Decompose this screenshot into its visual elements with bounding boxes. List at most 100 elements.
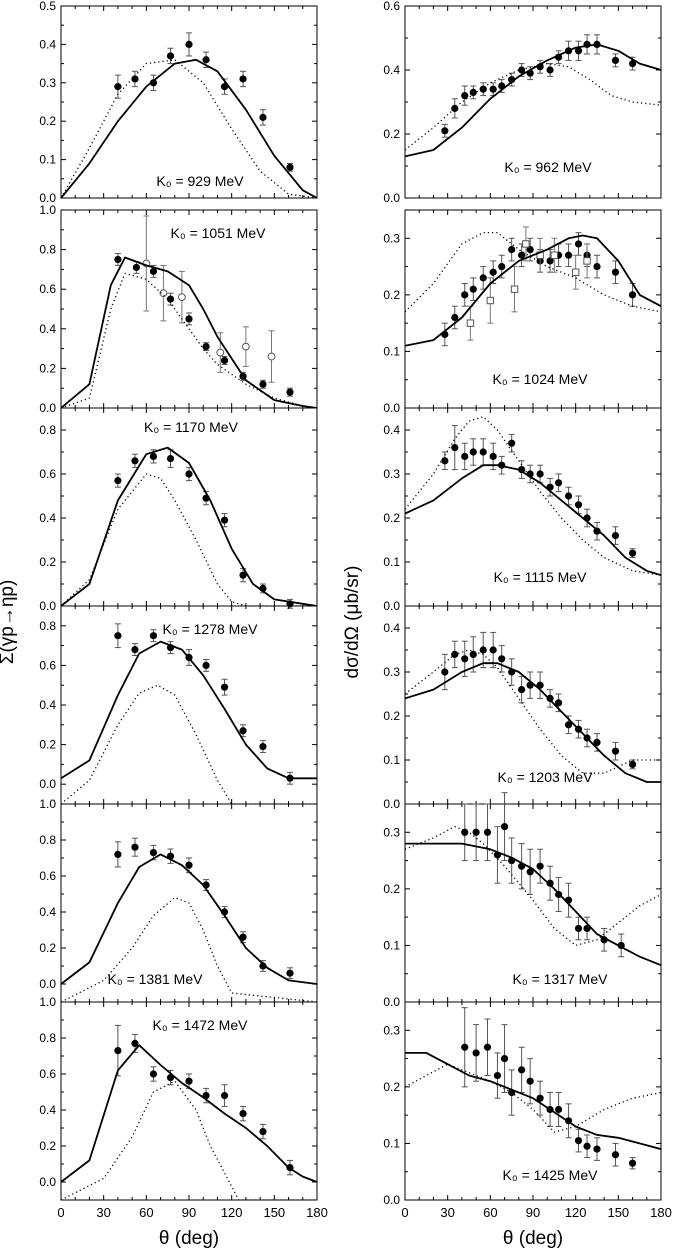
data-point — [555, 1105, 563, 1114]
y-tick-label: 0.1 — [39, 153, 56, 167]
panel-right-0: 0.0 0.2 0.4 0.6 K₀ = 962 MeV — [383, 0, 662, 205]
data-point — [526, 868, 534, 876]
data-point — [461, 92, 469, 100]
data-point-open — [466, 319, 475, 327]
y-tick-label: 0.0 — [383, 1193, 400, 1207]
y-tick-label: 0.1 — [383, 1136, 400, 1150]
data-point — [166, 455, 175, 463]
data-point — [220, 1092, 229, 1100]
y-tick-label: 0.2 — [383, 882, 400, 896]
panel-right-5: 0.0 0.1 0.2 0.3 0 30 60 90 120 150 180 K₀ = 1425 Me… — [383, 1001, 672, 1220]
energy-label: K₀ = 1317 MeV — [513, 971, 609, 987]
x-tick-label: 180 — [650, 1205, 672, 1220]
model-curve-solid — [61, 58, 317, 198]
y-tick-label: 0.4 — [39, 322, 56, 336]
y-tick-label: 0.0 — [39, 1175, 56, 1189]
y-tick-label: 0.0 — [39, 191, 56, 205]
data-point — [149, 79, 158, 87]
model-curve-solid — [61, 640, 317, 780]
data-point-open — [177, 293, 186, 302]
x-tick-label: 120 — [221, 1205, 243, 1220]
data-point — [593, 262, 601, 271]
data-point — [564, 251, 573, 259]
model-curve-dotted — [61, 684, 317, 804]
data-point — [469, 650, 477, 659]
data-point — [611, 268, 620, 276]
data-point — [611, 747, 620, 755]
data-point-open — [550, 251, 559, 259]
data-point — [536, 470, 544, 478]
panel-right-4: 0.0 0.1 0.2 0.3 K₀ = 1317 MeV — [383, 792, 662, 1009]
data-point — [239, 933, 247, 941]
data-point — [469, 448, 477, 456]
data-point — [489, 452, 497, 460]
data-point — [555, 479, 563, 487]
data-point — [526, 1077, 534, 1085]
data-point — [593, 1145, 601, 1153]
data-point — [149, 849, 158, 857]
panel-left-2: 0.0 0.2 0.4 0.6 0.8 K₀ = 1170 MeV — [39, 407, 318, 613]
panel-left-3: 0.0 0.2 0.4 0.6 0.8 K₀ = 1278 MeV — [39, 605, 318, 805]
left-y-axis-label: Σ(γp→ηp) — [0, 580, 18, 665]
data-point — [574, 240, 583, 248]
data-point — [500, 823, 509, 831]
y-tick-label: 0.2 — [383, 511, 400, 525]
data-point — [259, 1128, 267, 1136]
data-point — [202, 56, 210, 64]
data-point-open — [216, 348, 225, 357]
y-tick-label: 0.0 — [39, 401, 56, 415]
y-tick-label: 0.2 — [383, 288, 400, 302]
y-tick-label: 0.4 — [39, 1103, 56, 1117]
data-point — [469, 285, 477, 293]
model-curve-dotted — [61, 1080, 317, 1200]
data-point — [185, 1077, 193, 1085]
data-point — [239, 1110, 247, 1118]
data-point — [132, 263, 140, 272]
panel-frame — [60, 407, 318, 607]
energy-label: K₀ = 1024 MeV — [493, 371, 589, 387]
y-tick-label: 0.2 — [383, 709, 400, 723]
model-curve-dotted — [61, 59, 317, 198]
panel-left-1: 0.0 0.2 0.4 0.6 0.8 1.0 K₀ = 1051 MeV — [39, 203, 318, 415]
data-point — [149, 452, 158, 460]
x-tick-label: 30 — [440, 1205, 454, 1220]
data-point — [441, 127, 449, 135]
data-point — [472, 1049, 480, 1057]
x-tick-label: 150 — [607, 1205, 629, 1220]
data-point-open — [159, 289, 168, 298]
panel-left-5: 0.0 0.2 0.4 0.6 0.8 1.0 0 30 60 90 120 150 180 K₀ = 1… — [39, 995, 328, 1220]
data-point — [518, 686, 526, 694]
y-tick-label: 0.8 — [39, 423, 56, 437]
model-curve-solid — [405, 1052, 661, 1150]
data-point — [574, 1137, 583, 1145]
left-x-axis-label: θ (deg) — [159, 1228, 219, 1249]
data-point — [114, 83, 122, 91]
model-curve-dotted — [405, 62, 661, 151]
model-curve-solid — [405, 234, 661, 347]
x-tick-label: 180 — [306, 1205, 328, 1220]
data-point — [628, 291, 637, 299]
model-curve-solid — [405, 464, 661, 577]
y-tick-label: 0.4 — [383, 423, 400, 437]
data-point — [259, 742, 267, 751]
data-point — [149, 1070, 158, 1078]
data-point — [526, 246, 534, 254]
model-curve-dotted — [405, 825, 661, 947]
model-curve-dotted — [61, 473, 317, 606]
panel-left-0: 0.0 0.1 0.2 0.3 0.4 0.5 K₀ = 929 MeV — [39, 0, 318, 205]
data-point — [114, 850, 122, 859]
data-point — [239, 75, 247, 83]
y-tick-label: 0.2 — [39, 1139, 56, 1153]
data-point — [166, 52, 175, 60]
model-curve-dotted — [405, 649, 661, 774]
data-point — [628, 1159, 637, 1167]
data-point — [451, 104, 459, 112]
y-tick-label: 0.6 — [39, 1067, 56, 1081]
data-point — [628, 760, 637, 769]
x-tick-label: 90 — [526, 1205, 540, 1220]
data-point — [536, 862, 544, 870]
data-point — [479, 448, 487, 456]
panel-right-1: 0.0 0.1 0.2 0.3 K₀ = 1024 MeV — [383, 209, 662, 415]
data-point — [149, 267, 158, 275]
x-tick-label: 60 — [139, 1205, 153, 1220]
